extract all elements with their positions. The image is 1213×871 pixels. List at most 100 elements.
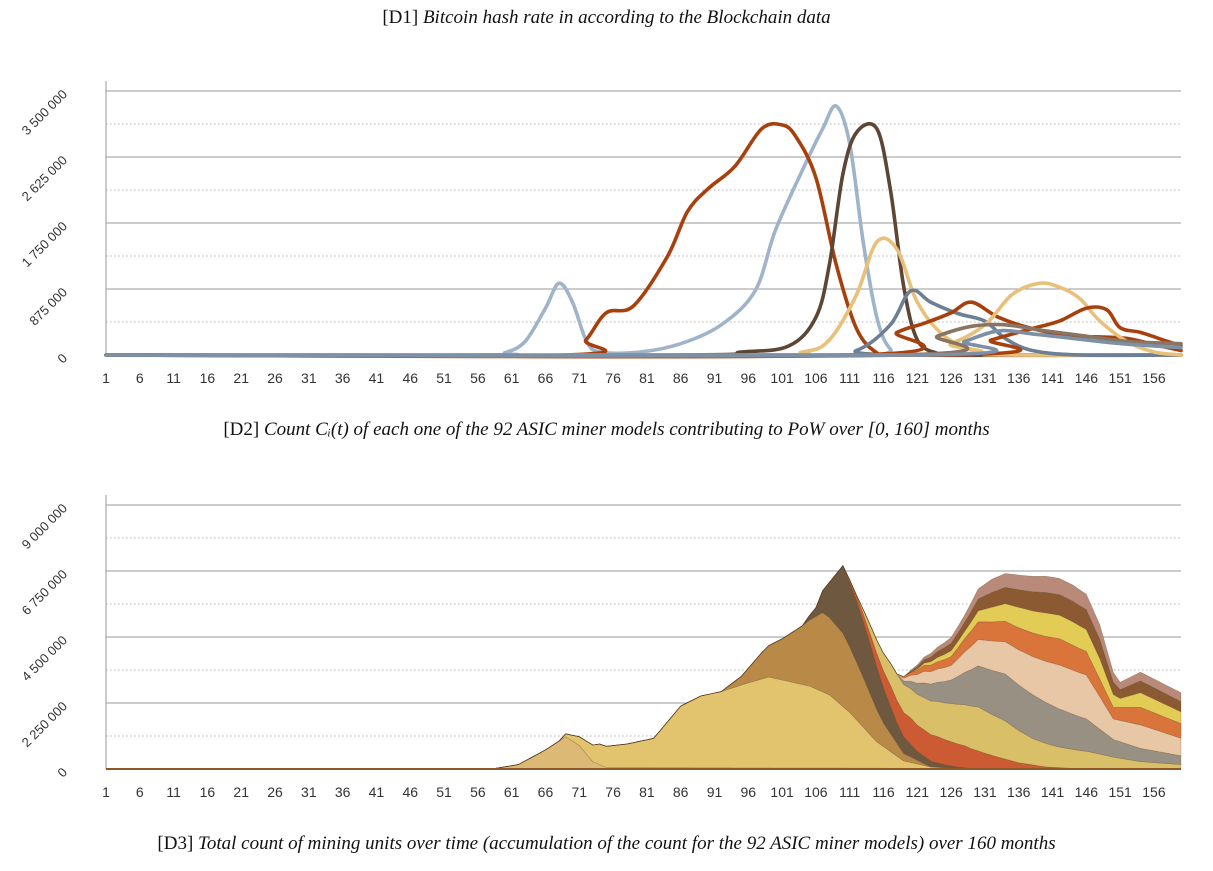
d3-x-tick-label: 41 [369, 784, 385, 800]
d1-x-tick-label: 26 [267, 370, 283, 386]
d3-x-tick-label: 51 [436, 784, 452, 800]
d3-x-tick-label: 96 [741, 784, 757, 800]
caption-d1-tag: [D1] [382, 7, 419, 28]
d1-x-tick-label: 16 [200, 370, 216, 386]
d3-x-tick-label: 156 [1142, 784, 1166, 800]
d1-x-tick-label: 56 [470, 370, 486, 386]
d1-x-tick-label: 136 [1007, 370, 1031, 386]
d1-x-tick-label: 11 [166, 370, 181, 386]
d1-x-tick-label: 61 [504, 370, 520, 386]
d3-area-layer-11 [106, 565, 1182, 770]
d1-series-line-10 [104, 328, 1183, 358]
caption-d3-tag: [D3] [157, 833, 194, 854]
d1-y-tick-label: 875 000 [26, 285, 70, 329]
d1-x-tick-label: 86 [673, 370, 689, 386]
d1-series-line-4 [104, 236, 1183, 358]
d1-series-line-7 [104, 281, 1183, 358]
d3-y-tick-label: 9 000 000 [19, 501, 71, 553]
d1-x-tick-label: 71 [571, 370, 587, 386]
d3-x-tick-label: 101 [770, 784, 794, 800]
caption-d1-text: Bitcoin hash rate in according to the Bl… [422, 7, 831, 28]
d1-x-tick-label: 116 [872, 370, 895, 386]
d1-y-tick-label: 1 750 000 [19, 219, 71, 271]
d3-x-tick-label: 151 [1108, 784, 1132, 800]
d3-x-tick-label: 121 [906, 784, 930, 800]
d3-x-tick-label: 126 [939, 784, 963, 800]
d1-x-tick-label: 106 [804, 370, 828, 386]
d3-x-tick-label: 1 [102, 784, 110, 800]
caption-d2: [D2] Count Cᵢ(t) of each one of the 92 A… [0, 419, 1213, 441]
d1-x-tick-label: 131 [973, 370, 997, 386]
caption-d3-text: Total count of mining units over time (a… [198, 833, 1056, 854]
d3-area-layer-9 [106, 565, 1182, 770]
d1-series-line-2 [104, 121, 1183, 358]
d1-x-tick-label: 21 [233, 370, 249, 386]
d1-series-line-1 [104, 104, 1183, 358]
d3-x-tick-label: 141 [1041, 784, 1065, 800]
d3-x-tick-label: 71 [571, 784, 587, 800]
d1-x-tick-label: 156 [1142, 370, 1166, 386]
d3-x-tick-label: 56 [470, 784, 486, 800]
d3-x-tick-label: 146 [1075, 784, 1099, 800]
d1-x-tick-label: 96 [741, 370, 757, 386]
d3-x-tick-label: 131 [973, 784, 997, 800]
d1-x-tick-label: 121 [906, 370, 930, 386]
d3-area-layer-8 [106, 565, 1182, 770]
d3-area-layer-6 [106, 565, 1182, 770]
d3-area-layer-7 [106, 565, 1182, 770]
d3-y-tick-label: 6 750 000 [19, 567, 71, 619]
d1-x-tick-label: 36 [335, 370, 351, 386]
d1-x-tick-label: 41 [369, 370, 385, 386]
d1-x-tick-label: 141 [1041, 370, 1065, 386]
d1-x-tick-label: 6 [136, 370, 144, 386]
d1-x-tick-label: 91 [707, 370, 723, 386]
d1-x-tick-label: 81 [639, 370, 655, 386]
d3-x-tick-label: 31 [301, 784, 317, 800]
d1-x-tick-label: 31 [301, 370, 317, 386]
caption-d2-tag: [D2] [223, 419, 260, 440]
d3-x-tick-label: 11 [166, 784, 181, 800]
d3-area-layer-4 [106, 565, 1181, 770]
d1-x-tick-label: 46 [402, 370, 418, 386]
d1-x-tick-label: 101 [770, 370, 794, 386]
d3-x-tick-label: 16 [200, 784, 216, 800]
d3-x-tick-label: 76 [605, 784, 621, 800]
d1-series-line-5 [104, 288, 1183, 358]
d3-x-tick-label: 21 [233, 784, 249, 800]
d1-x-tick-label: 146 [1075, 370, 1099, 386]
d3-x-tick-label: 46 [402, 784, 418, 800]
caption-d2-text: Count Cᵢ(t) of each one of the 92 ASIC m… [263, 419, 990, 440]
d1-x-tick-label: 111 [839, 370, 860, 386]
d1-y-tick-label: 3 500 000 [19, 87, 71, 139]
d3-area-layer-5 [106, 565, 1181, 770]
d1-series-line-9 [104, 322, 1183, 359]
d3-y-tick-label: 2 250 000 [19, 699, 71, 751]
d1-y-tick-label: 0 [54, 351, 70, 367]
d3-x-tick-label: 6 [136, 784, 144, 800]
d1-x-tick-label: 151 [1108, 370, 1132, 386]
d1-x-tick-label: 66 [538, 370, 554, 386]
d3-x-tick-label: 86 [673, 784, 689, 800]
d1-series-line-8 [104, 305, 1183, 358]
d1-x-tick-label: 126 [939, 370, 963, 386]
d1-x-tick-label: 76 [605, 370, 621, 386]
d3-area-layer-10 [106, 565, 1182, 770]
d3-x-tick-label: 81 [639, 784, 655, 800]
d1-x-tick-label: 51 [436, 370, 452, 386]
d3-x-tick-label: 136 [1007, 784, 1031, 800]
d1-x-tick-label: 1 [102, 370, 110, 386]
d1-y-tick-label: 2 625 000 [19, 153, 71, 205]
d3-y-tick-label: 4 500 000 [19, 633, 71, 685]
d3-area-layer-3 [106, 612, 1181, 770]
d3-x-tick-label: 111 [839, 784, 860, 800]
d3-x-tick-label: 26 [267, 784, 283, 800]
caption-d3: [D3] Total count of mining units over ti… [0, 833, 1213, 855]
d3-x-tick-label: 66 [538, 784, 554, 800]
d3-x-tick-label: 61 [504, 784, 520, 800]
d3-area-layer-12 [106, 565, 1182, 770]
d3-area-layer-2 [106, 676, 1181, 770]
d3-y-tick-label: 0 [54, 765, 70, 781]
d3-x-tick-label: 116 [872, 784, 895, 800]
d3-x-tick-label: 106 [804, 784, 828, 800]
d3-x-tick-label: 91 [707, 784, 723, 800]
